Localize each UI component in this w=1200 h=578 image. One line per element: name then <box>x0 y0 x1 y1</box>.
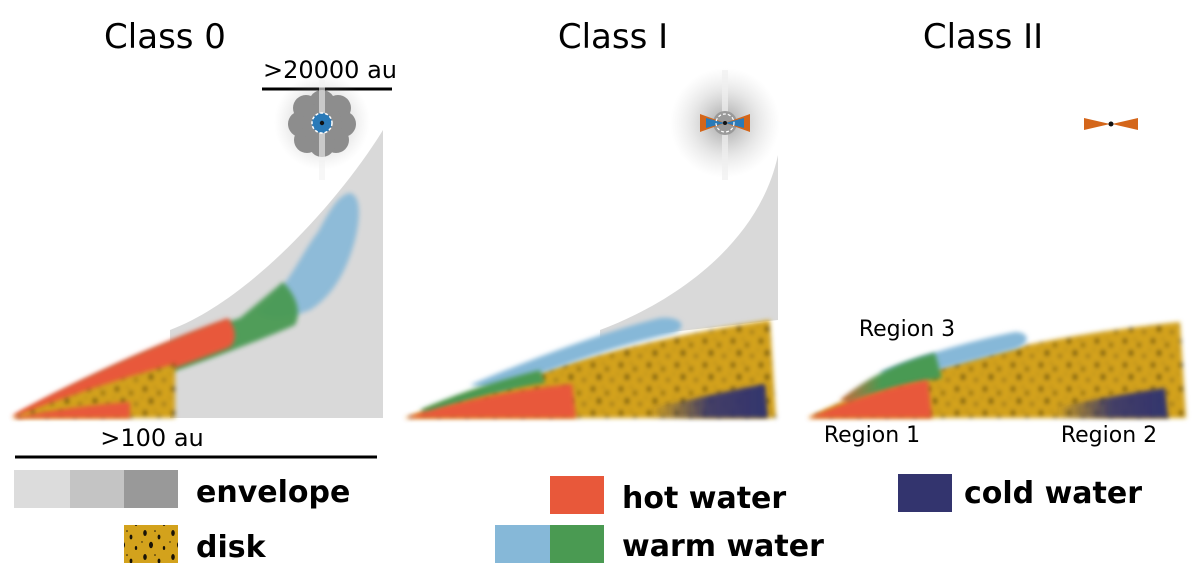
protostar-class-1 <box>670 68 780 180</box>
legend-hot-water: hot water <box>550 476 786 516</box>
disk-scale-label: >100 au <box>100 424 203 452</box>
cold-water-class-2 <box>1055 388 1168 418</box>
legend-envelope-swatch-light <box>14 470 70 508</box>
panel-class-1: Class I <box>405 17 780 418</box>
legend-envelope: envelope <box>14 470 350 510</box>
warm-water-green-class-1 <box>420 370 545 414</box>
envelope-region-class-0 <box>170 130 383 418</box>
hot-water-class-2 <box>808 380 932 418</box>
warm-water-blue-class-1 <box>470 317 682 390</box>
hot-water-class-1 <box>405 384 576 418</box>
legend-envelope-label: envelope <box>196 475 350 510</box>
legend-envelope-swatch-dark <box>124 470 178 508</box>
legend-warm-water-swatch-blue <box>495 525 550 563</box>
legend-warm-water-label: warm water <box>622 529 824 564</box>
cold-water-class-1 <box>650 384 768 418</box>
region-3-label: Region 3 <box>859 317 955 342</box>
panel-title-class-1: Class I <box>558 17 668 57</box>
panel-title-class-2: Class II <box>923 17 1043 57</box>
panel-class-0: Class 0 >20000 au <box>12 17 397 459</box>
legend-envelope-swatch-mid <box>70 470 124 508</box>
disk-class-0 <box>12 364 175 418</box>
legend-cold-water: cold water <box>898 474 1142 512</box>
legend-cold-water-swatch <box>898 474 952 512</box>
region-1-label: Region 1 <box>824 423 920 448</box>
panel-title-class-0: Class 0 <box>104 17 226 57</box>
legend-disk-label: disk <box>196 530 267 565</box>
legend: envelope disk hot water warm water cold … <box>14 470 1142 565</box>
legend-cold-water-label: cold water <box>964 476 1142 511</box>
protostar-class-0 <box>274 74 370 180</box>
legend-disk-swatch <box>124 525 178 563</box>
legend-hot-water-label: hot water <box>622 481 786 516</box>
hot-water-band-class-0 <box>12 318 235 418</box>
warm-water-green-class-2 <box>840 353 942 404</box>
legend-warm-water-swatch-green <box>550 525 604 563</box>
protostar-class-2 <box>1084 118 1138 130</box>
region-2-label: Region 2 <box>1061 423 1157 448</box>
legend-hot-water-swatch <box>550 476 604 514</box>
legend-disk: disk <box>124 525 267 565</box>
hot-water-inner-class-0 <box>12 402 130 418</box>
envelope-region-class-1 <box>600 155 778 340</box>
panel-class-2: Class II Region 3 Region 1 Region 2 <box>808 17 1186 448</box>
disk-class-1 <box>405 320 776 418</box>
legend-warm-water: warm water <box>495 525 824 564</box>
